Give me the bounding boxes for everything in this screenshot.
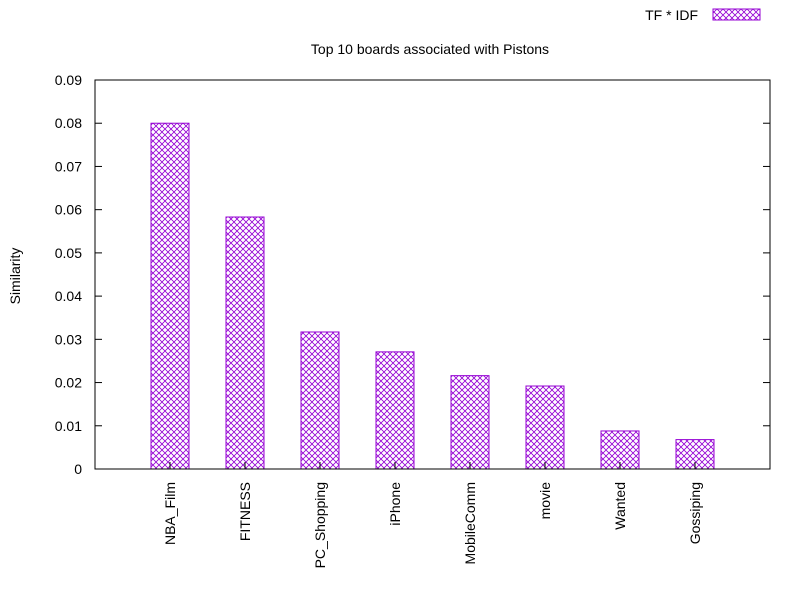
- plot-frame: [94, 79, 771, 470]
- y-tick-label: 0: [74, 461, 82, 477]
- bar-movie: [525, 385, 565, 470]
- x-tick-label: Wanted: [612, 482, 628, 530]
- x-tick-label: MobileComm: [462, 482, 478, 564]
- bar-mobilecomm: [450, 375, 490, 470]
- x-tick-label: Gossiping: [687, 482, 703, 544]
- y-tick-label: 0.02: [55, 375, 82, 391]
- x-tick-label: movie: [537, 482, 553, 520]
- x-tick-label: FITNESS: [237, 482, 253, 541]
- bar-nba-film: [150, 122, 190, 470]
- y-tick-label: 0.01: [55, 418, 82, 434]
- chart-title: Top 10 boards associated with Pistons: [311, 41, 549, 57]
- bars: [150, 122, 715, 470]
- bar-fitness: [225, 216, 265, 470]
- legend-swatch: [712, 8, 761, 21]
- y-tick-label: 0.03: [55, 331, 82, 347]
- x-tick-label: iPhone: [387, 482, 403, 526]
- y-tick-label: 0.04: [55, 288, 82, 304]
- x-axis-tick-labels: NBA_Film FITNESS PC_Shopping iPhone MobileCo…: [162, 482, 703, 569]
- bar-pc-shopping: [300, 331, 340, 470]
- legend: TF * IDF: [645, 7, 761, 23]
- x-tick-label: NBA_Film: [162, 482, 178, 545]
- y-tick-label: 0.09: [55, 72, 82, 88]
- y-tick-label: 0.08: [55, 115, 82, 131]
- y-tick-label: 0.07: [55, 158, 82, 174]
- bar-iphone: [375, 351, 415, 470]
- y-tick-label: 0.05: [55, 245, 82, 261]
- legend-label: TF * IDF: [645, 7, 698, 23]
- y-tick-label: 0.06: [55, 202, 82, 218]
- y-axis-ticks: 0 0.01 0.02 0.03 0.04 0.05 0.06 0.07 0.08 0.09: [55, 72, 770, 477]
- x-tick-label: PC_Shopping: [312, 482, 328, 568]
- y-axis-label: Similarity: [7, 248, 23, 305]
